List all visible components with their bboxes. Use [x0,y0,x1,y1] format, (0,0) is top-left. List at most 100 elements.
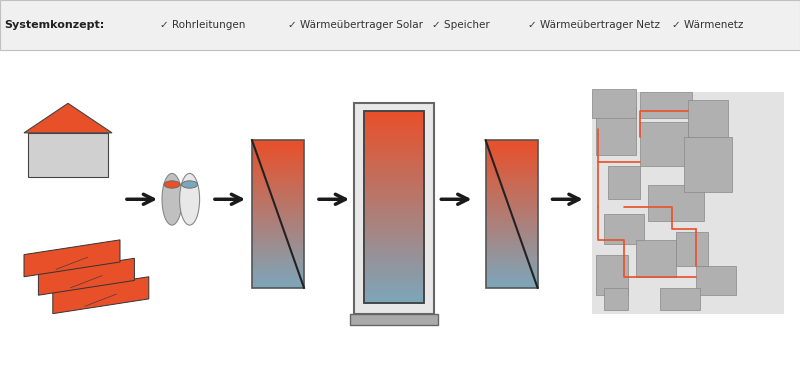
Bar [486,232,538,235]
Bar [364,222,424,226]
Bar [486,229,538,232]
Bar [486,149,538,152]
Bar [486,152,538,155]
Bar [252,173,304,176]
Bar [252,217,304,220]
Bar [252,226,304,229]
Polygon shape [24,240,120,277]
Bar [252,276,304,279]
Bar [252,140,304,143]
Bar [252,190,304,193]
Bar [486,223,538,226]
Bar [252,208,304,211]
Bar [252,270,304,273]
Bar [486,226,538,229]
Bar [252,155,304,158]
Bar [486,255,538,258]
Text: ✓ Speicher: ✓ Speicher [432,20,490,30]
Bar [604,288,628,310]
Bar [696,266,736,295]
Bar [486,273,538,276]
Bar [648,184,704,221]
Bar [486,182,538,184]
Text: Systemkonzept:: Systemkonzept: [4,20,104,30]
Bar [252,235,304,238]
Bar [596,255,628,295]
Bar [364,111,424,114]
Bar [252,244,304,246]
Bar [486,170,538,173]
Bar [636,240,676,277]
Bar [252,232,304,235]
Bar [252,264,304,267]
Bar [364,122,424,126]
Bar [364,230,424,234]
Bar [596,107,636,155]
Bar [364,214,424,218]
Bar [486,217,538,220]
Bar [252,176,304,179]
Bar [364,272,424,276]
Circle shape [182,181,198,188]
Bar [364,218,424,222]
Bar [252,146,304,149]
Bar [486,214,538,217]
Bar [364,210,424,214]
Bar [252,205,304,208]
Bar [364,261,424,264]
Bar [252,273,304,276]
Bar [252,279,304,282]
Bar [252,179,304,182]
Bar [252,187,304,190]
Bar [252,223,304,226]
Bar [364,203,424,207]
Bar [364,226,424,230]
Bar [364,299,424,303]
Bar [252,202,304,205]
Bar [640,122,688,166]
Bar [486,199,538,202]
Bar [364,234,424,237]
Bar [252,143,304,146]
Bar [364,207,424,210]
Bar [486,196,538,199]
Bar [364,283,424,287]
Bar [486,241,538,244]
Bar [660,288,700,310]
Bar [364,149,424,153]
Bar [486,155,538,158]
Bar [364,126,424,130]
Bar [364,157,424,161]
Bar [486,140,538,288]
Bar [252,282,304,285]
Bar [252,184,304,187]
Bar [364,153,424,157]
Bar [486,264,538,267]
Bar [28,133,108,177]
Bar [364,184,424,187]
Bar [252,170,304,173]
Bar [364,141,424,145]
Bar [252,252,304,255]
Bar [592,92,784,314]
Bar [252,149,304,152]
Bar [486,167,538,170]
Bar [486,193,538,196]
Bar [364,287,424,291]
Circle shape [164,181,180,188]
Text: ✓ Wärmeübertrager Netz: ✓ Wärmeübertrager Netz [528,20,660,30]
Bar [486,205,538,208]
Bar [364,172,424,176]
Bar [252,140,304,288]
Bar [604,214,644,244]
Bar [364,256,424,261]
Bar [486,202,538,205]
Bar [364,199,424,203]
Bar [486,235,538,238]
Text: ✓ Rohrleitungen: ✓ Rohrleitungen [160,20,246,30]
Bar [252,164,304,167]
Bar [364,249,424,253]
Bar [486,179,538,182]
Bar [486,246,538,249]
Bar [252,199,304,202]
